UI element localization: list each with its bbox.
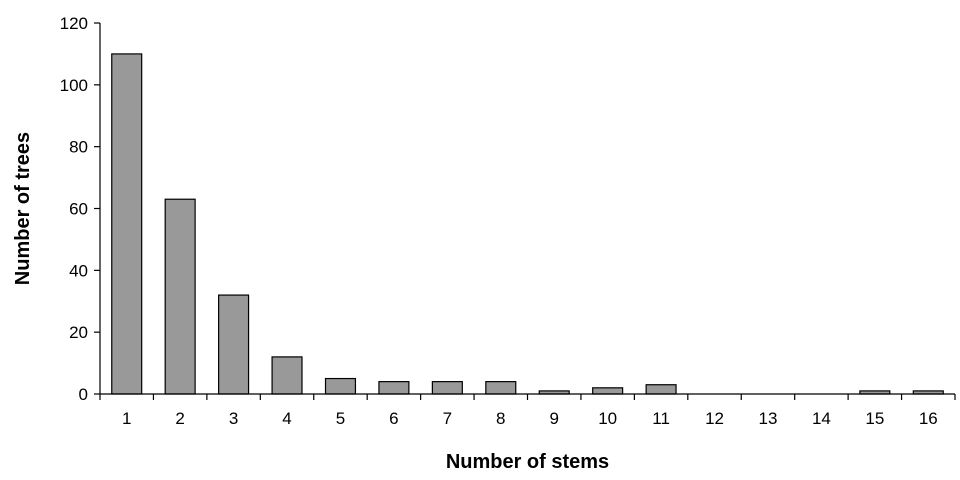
x-tick-label-4: 4 [282, 409, 291, 428]
bar-2 [164, 198, 196, 395]
y-tick-label-0: 0 [79, 385, 88, 404]
bar-6 [378, 381, 410, 395]
y-axis-ticks: 0 20 40 60 80 100 120 [60, 14, 100, 404]
bar-5 [324, 377, 357, 395]
y-tick-label-20: 20 [69, 323, 88, 342]
y-axis-title: Number of trees [12, 132, 34, 285]
x-tick-label-2: 2 [175, 409, 184, 428]
x-tick-label-9: 9 [549, 409, 558, 428]
x-tick-label-14: 14 [812, 409, 831, 428]
x-axis-title: Number of stems [446, 451, 609, 473]
x-tick-label-7: 7 [443, 409, 452, 428]
x-tick-label-1: 1 [122, 409, 131, 428]
x-tick-label-3: 3 [229, 409, 238, 428]
bar-10 [592, 387, 624, 395]
x-tick-label-10: 10 [598, 409, 617, 428]
bar-3 [218, 294, 250, 395]
bars [111, 53, 944, 395]
x-tick-label-12: 12 [705, 409, 724, 428]
y-tick-label-60: 60 [69, 200, 88, 219]
x-tick-label-6: 6 [389, 409, 398, 428]
x-tick-label-16: 16 [919, 409, 938, 428]
bar-11 [645, 384, 677, 395]
bar-4 [271, 356, 303, 395]
y-tick-label-100: 100 [60, 76, 88, 95]
x-tick-label-13: 13 [759, 409, 778, 428]
x-tick-label-15: 15 [865, 409, 884, 428]
x-tick-label-5: 5 [336, 409, 345, 428]
bar-7 [431, 381, 463, 395]
y-tick-label-80: 80 [69, 138, 88, 157]
y-tick-label-40: 40 [69, 261, 88, 280]
x-tick-label-11: 11 [652, 409, 670, 428]
bar-1 [111, 53, 143, 395]
x-tick-label-8: 8 [496, 409, 505, 428]
x-axis-ticks: 1 2 3 4 5 6 7 8 9 10 11 12 13 14 15 16 [99, 394, 956, 428]
bar-8 [485, 381, 517, 395]
y-tick-label-120: 120 [60, 14, 88, 33]
